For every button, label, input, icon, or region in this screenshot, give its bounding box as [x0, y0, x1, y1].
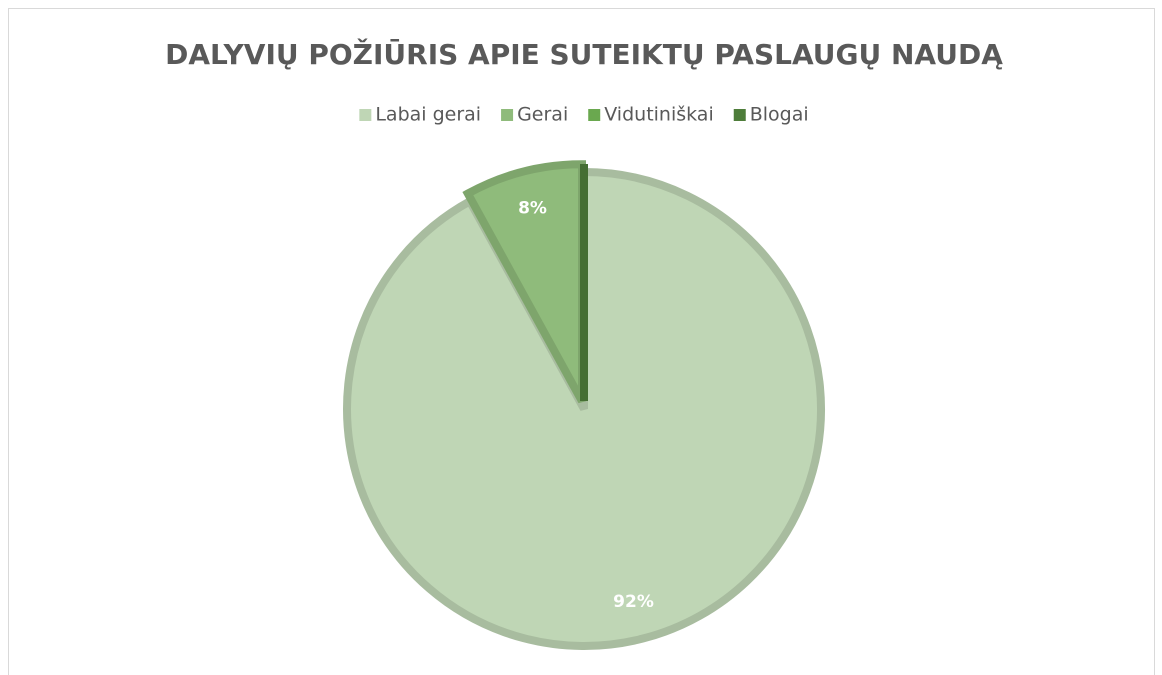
data-label: 8%: [518, 198, 547, 218]
chart-title: DALYVIŲ POŽIŪRIS APIE SUTEIKTŲ PASLAUGŲ …: [165, 37, 1003, 71]
legend-swatch: [359, 109, 372, 121]
legend-swatch: [588, 109, 601, 121]
legend-label: Gerai: [517, 104, 568, 126]
pie-slice: [462, 160, 587, 404]
legend-label: Vidutiniškai: [604, 104, 714, 126]
legend-swatch: [733, 109, 746, 121]
data-label: 92%: [613, 592, 654, 612]
legend-swatch: [501, 109, 514, 121]
legend-label: Blogai: [750, 104, 809, 126]
pie-slice: [343, 167, 825, 650]
legend-label: Labai gerai: [375, 104, 481, 126]
legend: Labai gerai Gerai Vidutiniškai Blogai: [359, 104, 809, 126]
